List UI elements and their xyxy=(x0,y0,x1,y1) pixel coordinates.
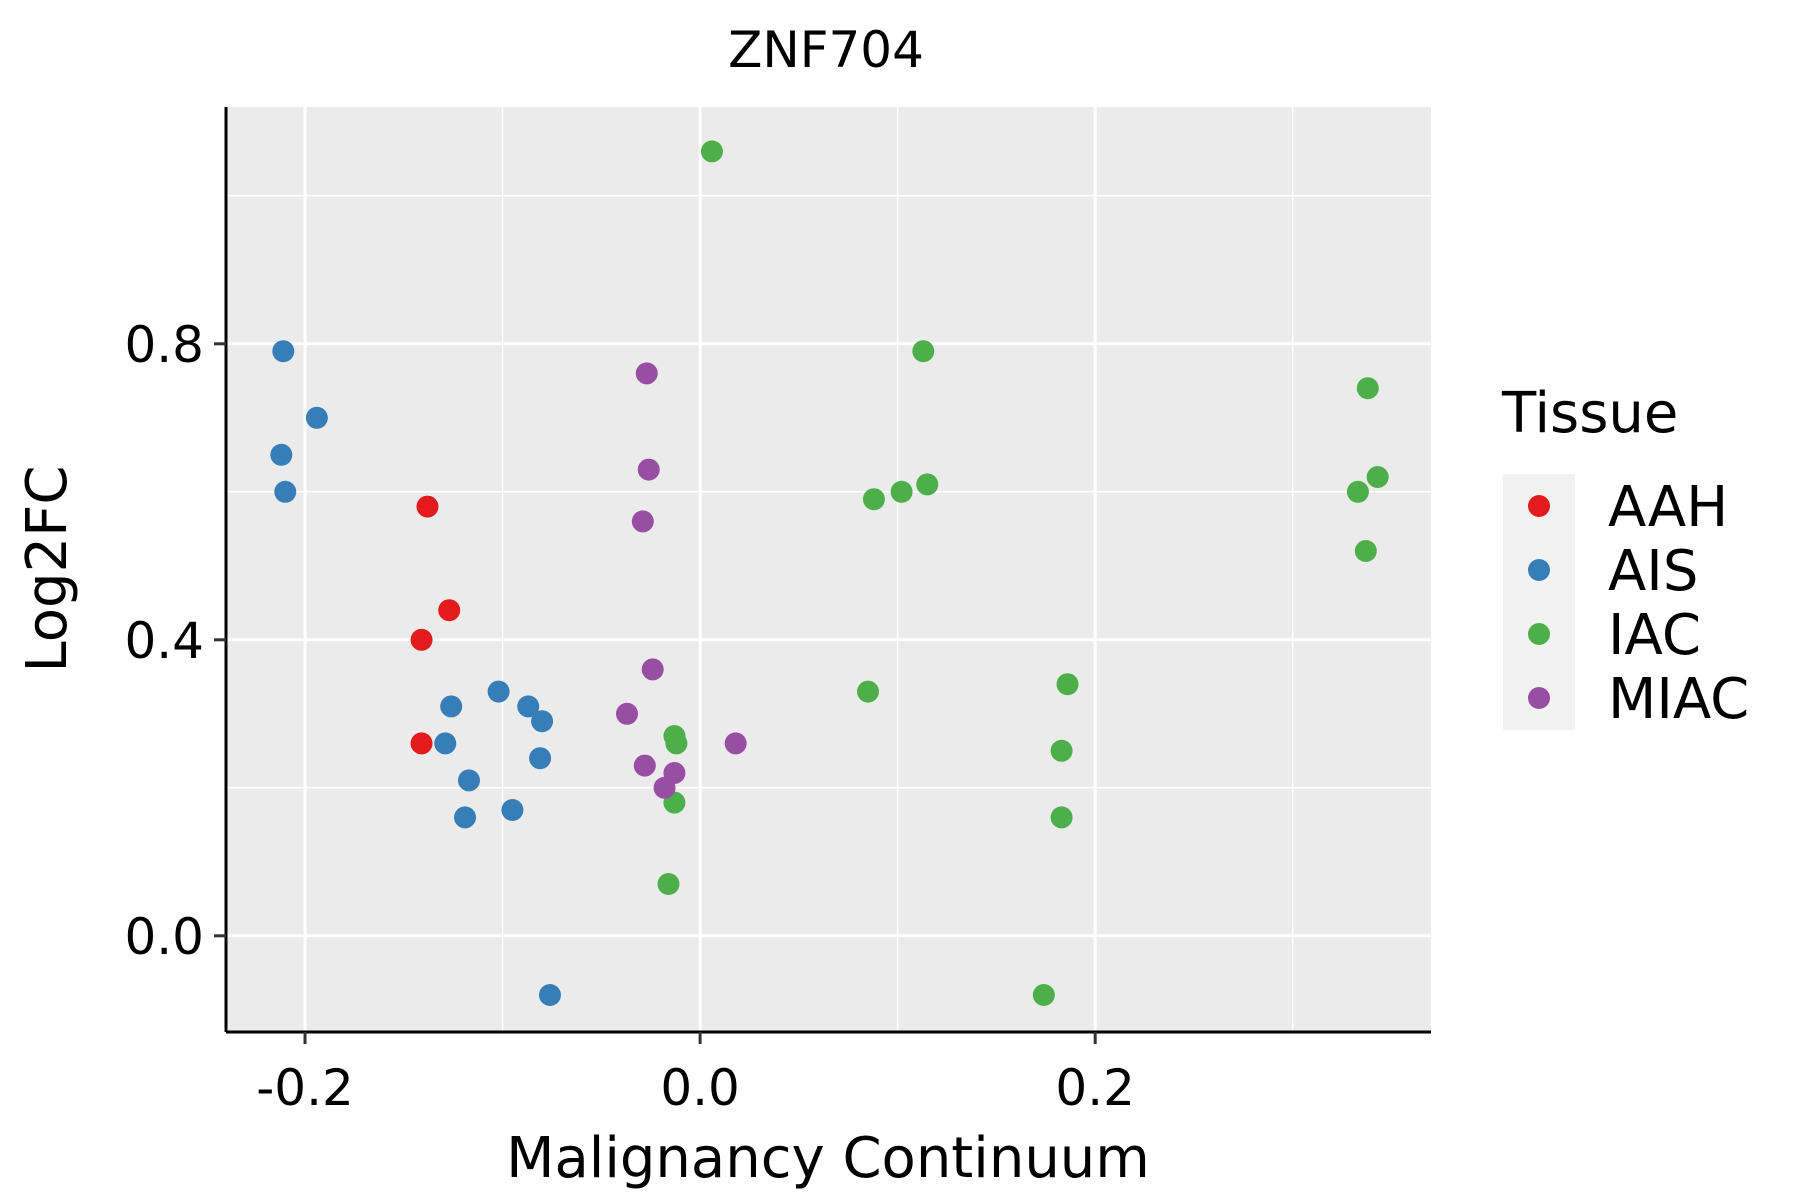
y-tick-label: 0.4 xyxy=(124,612,204,670)
data-point-iac xyxy=(890,480,913,503)
data-point-iac xyxy=(700,140,723,163)
data-point-iac xyxy=(857,680,880,703)
data-point-ais xyxy=(531,710,554,733)
data-point-iac xyxy=(1050,739,1073,762)
data-point-ais xyxy=(517,695,540,718)
y-axis-label: Log2FC xyxy=(15,466,80,673)
data-point-ais xyxy=(270,443,293,466)
data-point-miac xyxy=(631,510,654,533)
data-points xyxy=(270,140,1389,1006)
legend-key-iac xyxy=(1528,623,1550,645)
data-point-miac xyxy=(637,458,660,481)
data-point-ais xyxy=(538,984,561,1006)
chart-title: ZNF704 xyxy=(728,21,924,79)
data-point-iac xyxy=(862,488,885,511)
legend-label-miac: MIAC xyxy=(1608,667,1749,732)
y-axis-ticks: 0.0 0.4 0.8 xyxy=(124,316,226,966)
legend-title: Tissue xyxy=(1501,381,1678,446)
data-point-ais xyxy=(434,732,457,755)
x-tick-label: -0.2 xyxy=(256,1059,354,1117)
legend-key-aah xyxy=(1528,495,1550,517)
x-axis-ticks: -0.2 0.0 0.2 xyxy=(256,1032,1135,1117)
data-point-miac xyxy=(633,754,656,777)
data-point-iac xyxy=(657,873,680,895)
data-point-ais xyxy=(529,747,552,770)
data-point-iac xyxy=(1354,540,1377,562)
data-point-ais xyxy=(305,406,328,429)
data-point-aah xyxy=(416,495,439,518)
data-point-ais xyxy=(457,769,480,792)
x-tick-label: 0.2 xyxy=(1055,1059,1135,1117)
data-point-ais xyxy=(454,806,477,829)
data-point-miac xyxy=(641,658,664,681)
data-point-iac xyxy=(1346,480,1369,503)
data-point-iac xyxy=(912,340,935,363)
y-tick-label: 0.0 xyxy=(124,908,204,966)
minor-gridlines xyxy=(226,107,1431,1032)
data-point-miac xyxy=(635,362,658,385)
legend-label-ais: AIS xyxy=(1608,539,1698,604)
plot-panel xyxy=(226,107,1431,1032)
data-point-iac xyxy=(1356,377,1379,400)
data-point-iac xyxy=(665,732,688,755)
data-point-iac xyxy=(1366,466,1389,488)
x-axis-label: Malignancy Continuum xyxy=(506,1126,1150,1191)
legend-key-ais xyxy=(1528,559,1550,581)
data-point-ais xyxy=(440,695,463,718)
legend-key-miac xyxy=(1528,687,1550,709)
data-point-iac xyxy=(1032,984,1055,1006)
legend-label-iac: IAC xyxy=(1608,603,1701,668)
data-point-aah xyxy=(410,628,433,651)
data-point-iac xyxy=(1050,806,1073,829)
data-point-iac xyxy=(1056,673,1079,696)
data-point-iac xyxy=(916,473,939,496)
data-point-ais xyxy=(274,480,297,503)
data-point-ais xyxy=(272,340,295,363)
data-point-ais xyxy=(487,680,510,703)
data-point-miac xyxy=(724,732,747,755)
legend-label-aah: AAH xyxy=(1608,475,1728,540)
x-tick-label: 0.0 xyxy=(660,1059,740,1117)
data-point-miac xyxy=(653,776,676,799)
data-point-aah xyxy=(410,732,433,755)
y-tick-label: 0.8 xyxy=(124,316,204,374)
data-point-ais xyxy=(501,799,524,821)
data-point-aah xyxy=(438,599,461,622)
data-point-miac xyxy=(616,702,639,725)
